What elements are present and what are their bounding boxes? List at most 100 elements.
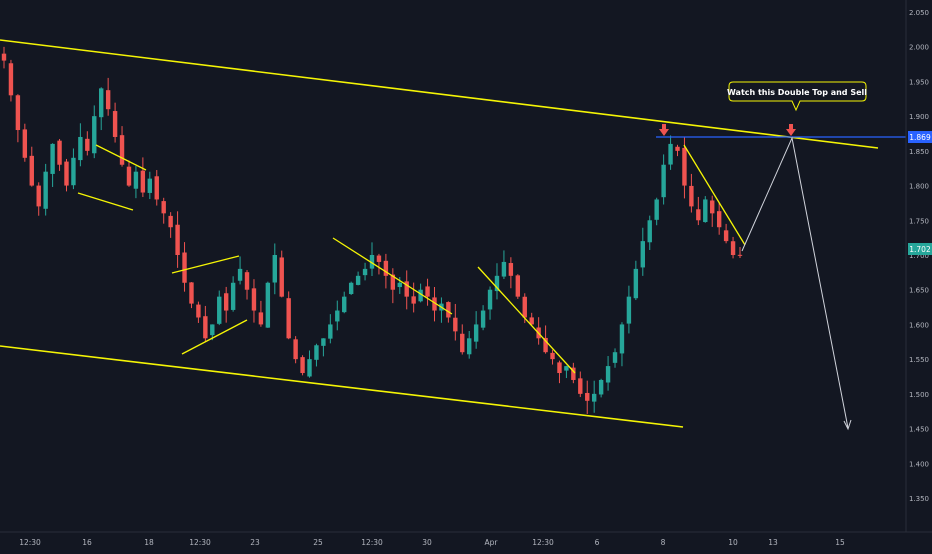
candle-body bbox=[237, 268, 243, 281]
candle-body bbox=[140, 170, 146, 193]
candle-body bbox=[314, 345, 319, 360]
candle-body bbox=[571, 367, 576, 380]
candle-body bbox=[550, 352, 555, 360]
candle-body bbox=[71, 157, 76, 186]
candle-body bbox=[293, 339, 298, 360]
candle-body bbox=[647, 220, 652, 243]
second-top-arrow-marker bbox=[786, 129, 796, 136]
flag-upper-line[interactable] bbox=[95, 144, 147, 171]
candle-body bbox=[515, 275, 521, 297]
candle-body bbox=[612, 352, 618, 363]
channel-lower-trendline[interactable] bbox=[0, 345, 684, 428]
x-tick-label: 12:30 bbox=[189, 538, 211, 547]
candle-body bbox=[57, 140, 62, 165]
candle-body bbox=[460, 333, 465, 353]
candle-body bbox=[15, 95, 21, 131]
y-tick-label: 1.900 bbox=[909, 113, 929, 121]
candle-body bbox=[348, 282, 354, 295]
time-axis-ticks: 12:30 16 18 12:30 23 25 12:30 30 Apr 12:30 6 8 10 13 1… bbox=[19, 538, 845, 547]
candle-body bbox=[133, 171, 139, 189]
candle-body bbox=[675, 146, 680, 151]
candle-body bbox=[404, 281, 409, 297]
candle-body bbox=[210, 324, 215, 336]
candle-body bbox=[321, 338, 326, 346]
candle-body bbox=[119, 135, 125, 165]
y-tick-label: 1.550 bbox=[909, 356, 929, 364]
y-tick-label: 2.050 bbox=[909, 9, 929, 17]
drawings-layer bbox=[0, 39, 932, 431]
candle-body bbox=[626, 296, 632, 324]
candle-body bbox=[126, 166, 132, 186]
candle-body bbox=[78, 136, 83, 161]
candle-body bbox=[217, 296, 222, 324]
y-tick-label: 2.000 bbox=[909, 44, 929, 52]
y-tick-label: 1.700 bbox=[909, 252, 929, 260]
x-tick-label: 23 bbox=[250, 538, 260, 547]
wedge-upper-line[interactable] bbox=[171, 255, 240, 274]
channel-upper-trendline[interactable] bbox=[0, 39, 879, 149]
candle-body bbox=[154, 176, 159, 200]
candle-body bbox=[196, 304, 201, 318]
wedge-lower-line[interactable] bbox=[181, 319, 248, 355]
candle-body bbox=[105, 90, 111, 110]
descending-trendline-3[interactable] bbox=[683, 144, 746, 246]
candle-body bbox=[85, 138, 90, 151]
flag-lower-line[interactable] bbox=[77, 192, 134, 211]
candle-body bbox=[668, 143, 673, 165]
y-tick-label: 1.600 bbox=[909, 321, 929, 329]
first-top-arrow-marker-stem bbox=[662, 124, 666, 129]
candle-body bbox=[473, 324, 479, 342]
candle-body bbox=[418, 289, 423, 302]
candle-body bbox=[696, 209, 701, 221]
price-axis-panel[interactable] bbox=[906, 0, 932, 532]
candle-body bbox=[286, 298, 291, 339]
time-axis-panel[interactable] bbox=[0, 532, 932, 550]
candle-body bbox=[710, 200, 715, 214]
candle-body bbox=[605, 366, 611, 383]
candle-body bbox=[258, 312, 264, 325]
annotation-text: Watch this Double Top and Sell bbox=[727, 88, 867, 97]
candle-body bbox=[335, 310, 340, 322]
candle-body bbox=[411, 296, 416, 304]
y-tick-label: 1.400 bbox=[909, 460, 929, 468]
candle-body bbox=[369, 255, 375, 269]
candle-body bbox=[203, 316, 208, 339]
level-price-text: 1.869 bbox=[909, 133, 931, 142]
candle-body bbox=[578, 378, 583, 394]
descending-trendline-1[interactable] bbox=[332, 237, 453, 315]
y-tick-label: 1.800 bbox=[909, 183, 929, 191]
candle-body bbox=[92, 116, 97, 154]
candle-body bbox=[383, 260, 389, 276]
x-tick-label: 15 bbox=[835, 538, 845, 547]
candle-body bbox=[355, 275, 361, 285]
projection-path[interactable] bbox=[741, 136, 849, 429]
annotation-callout[interactable] bbox=[728, 81, 867, 112]
price-axis-ticks: 2.050 2.000 1.950 1.900 1.850 1.800 1.750 1.700… bbox=[909, 9, 929, 503]
candle-body bbox=[112, 111, 118, 137]
candle-body bbox=[432, 297, 437, 311]
candle-body bbox=[342, 296, 347, 313]
candle-body bbox=[585, 392, 590, 401]
candle-body bbox=[716, 211, 722, 228]
x-tick-label: 6 bbox=[595, 538, 600, 547]
candle-body bbox=[703, 199, 708, 223]
candle-body bbox=[487, 289, 493, 310]
candle-body bbox=[446, 302, 451, 318]
current-price-badge bbox=[908, 243, 932, 255]
candle-body bbox=[619, 324, 625, 354]
candle-body bbox=[251, 288, 257, 311]
candle-body bbox=[598, 379, 604, 395]
candle-body bbox=[682, 147, 687, 186]
candle-body bbox=[661, 164, 666, 198]
candle-body bbox=[182, 252, 187, 283]
first-top-arrow-marker bbox=[659, 129, 669, 136]
candle-body bbox=[8, 63, 14, 96]
candle-body bbox=[307, 359, 312, 377]
candle-body bbox=[29, 155, 34, 186]
descending-trendline-2[interactable] bbox=[477, 266, 576, 374]
y-tick-label: 1.650 bbox=[909, 287, 929, 295]
candle-body bbox=[22, 129, 28, 158]
second-top-arrow-marker-stem bbox=[789, 124, 793, 129]
